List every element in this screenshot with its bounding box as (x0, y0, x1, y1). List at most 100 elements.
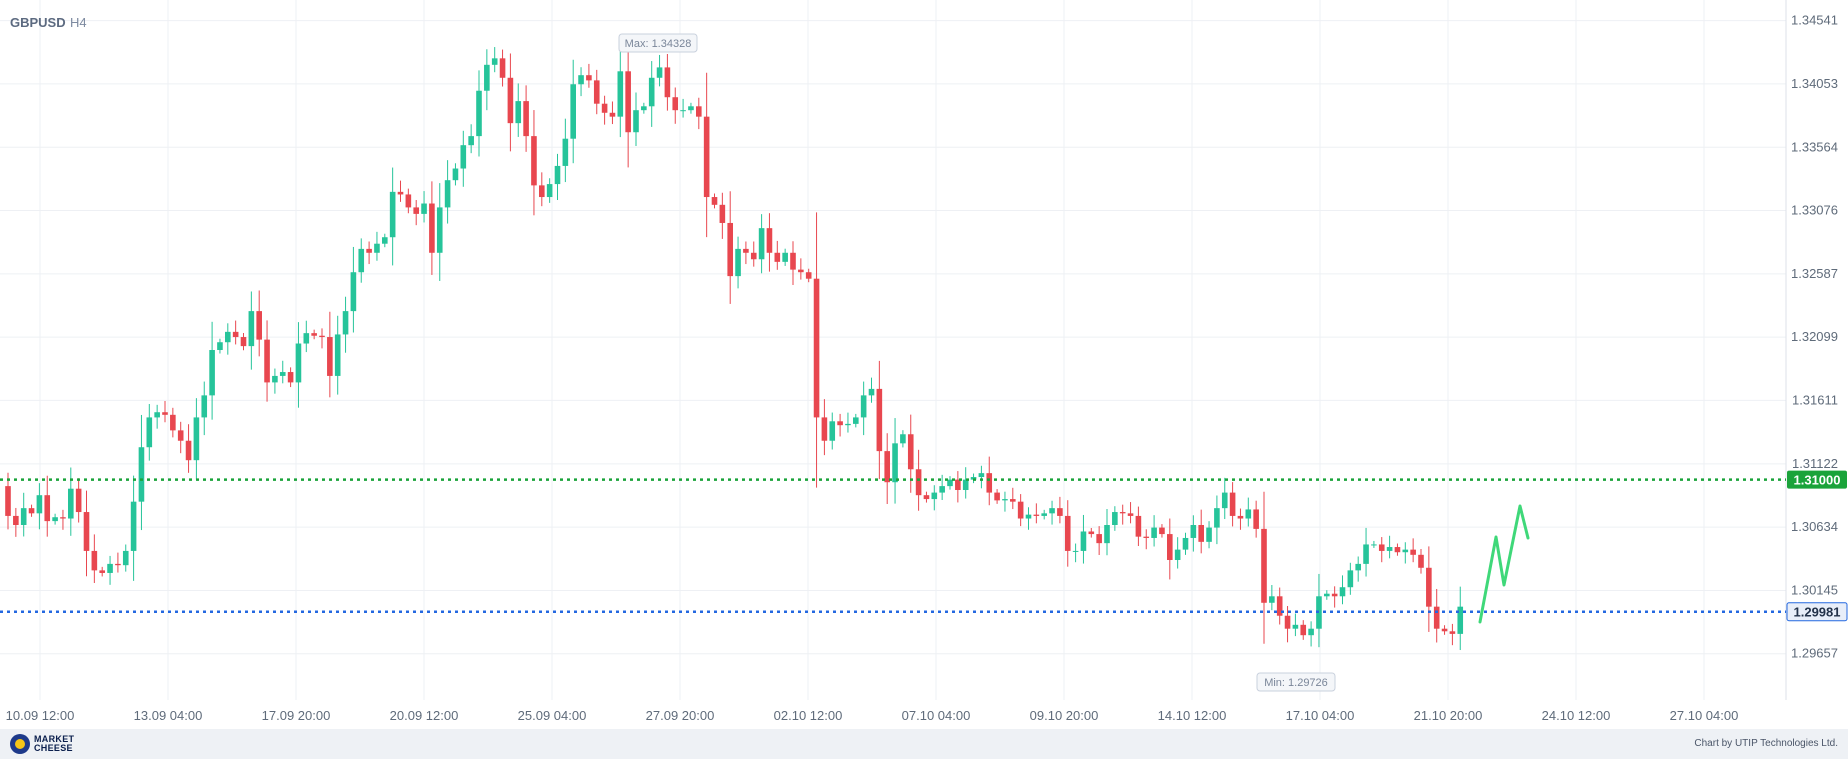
candle-down (311, 333, 317, 336)
candle-up (680, 110, 686, 112)
candle-up (201, 395, 208, 418)
chart-credit: Chart by UTIP Technologies Ltd. (1694, 738, 1838, 749)
candle-up (1049, 508, 1055, 514)
candle-up (154, 412, 160, 418)
candle-down (170, 414, 176, 431)
candle-down (586, 75, 592, 81)
price-tick-label: 1.31122 (1792, 456, 1838, 471)
current-level-badge (1786, 602, 1848, 622)
candle-up (303, 333, 310, 344)
candle-down (1394, 547, 1401, 553)
min-price-label: Min: 1.29726 (1264, 677, 1328, 689)
candle-up (225, 331, 231, 343)
candle-up (648, 77, 655, 107)
timeframe-label: H4 (70, 15, 87, 30)
candle-down (1300, 624, 1307, 636)
candle-up (1080, 531, 1087, 551)
candle-up (562, 138, 569, 166)
candle-down (672, 97, 679, 111)
candle-up (782, 252, 788, 262)
candle-down (1064, 515, 1071, 551)
candle-up (68, 488, 74, 519)
candle-down (711, 197, 718, 205)
price-tick-label: 1.32099 (1791, 329, 1838, 344)
candle-down (1410, 549, 1416, 555)
time-axis: 10.09 12:00 13.09 04:00 17.09 20:00 20.09 1… (6, 708, 1739, 723)
current-level-label: 1.29981 (1794, 605, 1841, 620)
candle-up (484, 64, 490, 91)
candle-down (1010, 499, 1016, 502)
candle-up (892, 443, 898, 483)
candle-up (138, 447, 145, 502)
candle-down (99, 570, 105, 573)
candle-down (986, 473, 993, 493)
resistance-level-label: 1.31000 (1794, 473, 1841, 488)
candle-up (578, 75, 584, 85)
candle-up (452, 168, 459, 181)
candle-up (1190, 525, 1197, 538)
candle-down (1135, 515, 1142, 537)
candle-down (185, 440, 192, 461)
candle-up (1371, 544, 1377, 546)
candle-down (837, 421, 843, 426)
candles (5, 39, 1464, 651)
candle-down (1284, 615, 1291, 629)
candle-up (1174, 549, 1181, 560)
candle-down (1088, 531, 1095, 535)
candle-up (758, 228, 765, 260)
candle-down (1253, 509, 1259, 529)
candle-up (845, 423, 851, 426)
candle-up (1104, 525, 1110, 544)
candle-up (295, 343, 302, 383)
candle-down (319, 335, 325, 338)
price-tick-label: 1.30145 (1791, 582, 1838, 597)
candle-up (1269, 596, 1275, 603)
candle-up (735, 248, 741, 277)
candle-down (955, 479, 961, 490)
candle-up (209, 350, 215, 396)
candle-up (334, 334, 341, 376)
candle-down (703, 116, 710, 198)
candle-down (766, 228, 773, 253)
time-tick-label: 07.10 04:00 (902, 708, 971, 723)
candle-up (1457, 606, 1464, 634)
candle-up (1112, 512, 1118, 525)
candle-down (994, 492, 1000, 501)
candle-down (1426, 567, 1432, 607)
candle-down (115, 563, 121, 566)
candle-up (350, 272, 357, 312)
candle-up (1182, 537, 1189, 550)
time-tick-label: 10.09 12:00 (6, 708, 75, 723)
candle-down (256, 311, 262, 340)
time-tick-label: 14.10 12:00 (1158, 708, 1227, 723)
candle-down (601, 103, 608, 113)
candle-up (931, 492, 938, 500)
candle-down (1449, 631, 1456, 634)
candle-down (1143, 536, 1150, 538)
candle-down (750, 252, 757, 260)
candle-up (476, 90, 482, 137)
candle-up (374, 243, 380, 253)
candle-down (1229, 492, 1236, 516)
time-tick-label: 17.10 04:00 (1286, 708, 1355, 723)
candle-down (923, 495, 930, 500)
candle-up (829, 421, 836, 441)
candle-down (44, 495, 51, 522)
candle-up (570, 84, 576, 139)
candle-down (5, 486, 11, 516)
price-levels: 1.31000 1.29981 (0, 470, 1848, 622)
price-tick-label: 1.30634 (1791, 519, 1838, 534)
candle-up (1363, 544, 1369, 564)
candle-down (413, 207, 419, 214)
time-tick-label: 24.10 12:00 (1542, 708, 1611, 723)
candle-up (1386, 547, 1393, 551)
candle-up (130, 501, 137, 551)
candle-down (1119, 512, 1126, 514)
candle-down (1441, 628, 1448, 632)
candle-up (1151, 527, 1157, 538)
candle-down (1276, 596, 1283, 616)
candle-down (774, 252, 781, 262)
candle-down (1017, 501, 1024, 519)
candle-down (240, 337, 247, 347)
candle-up (358, 248, 365, 273)
